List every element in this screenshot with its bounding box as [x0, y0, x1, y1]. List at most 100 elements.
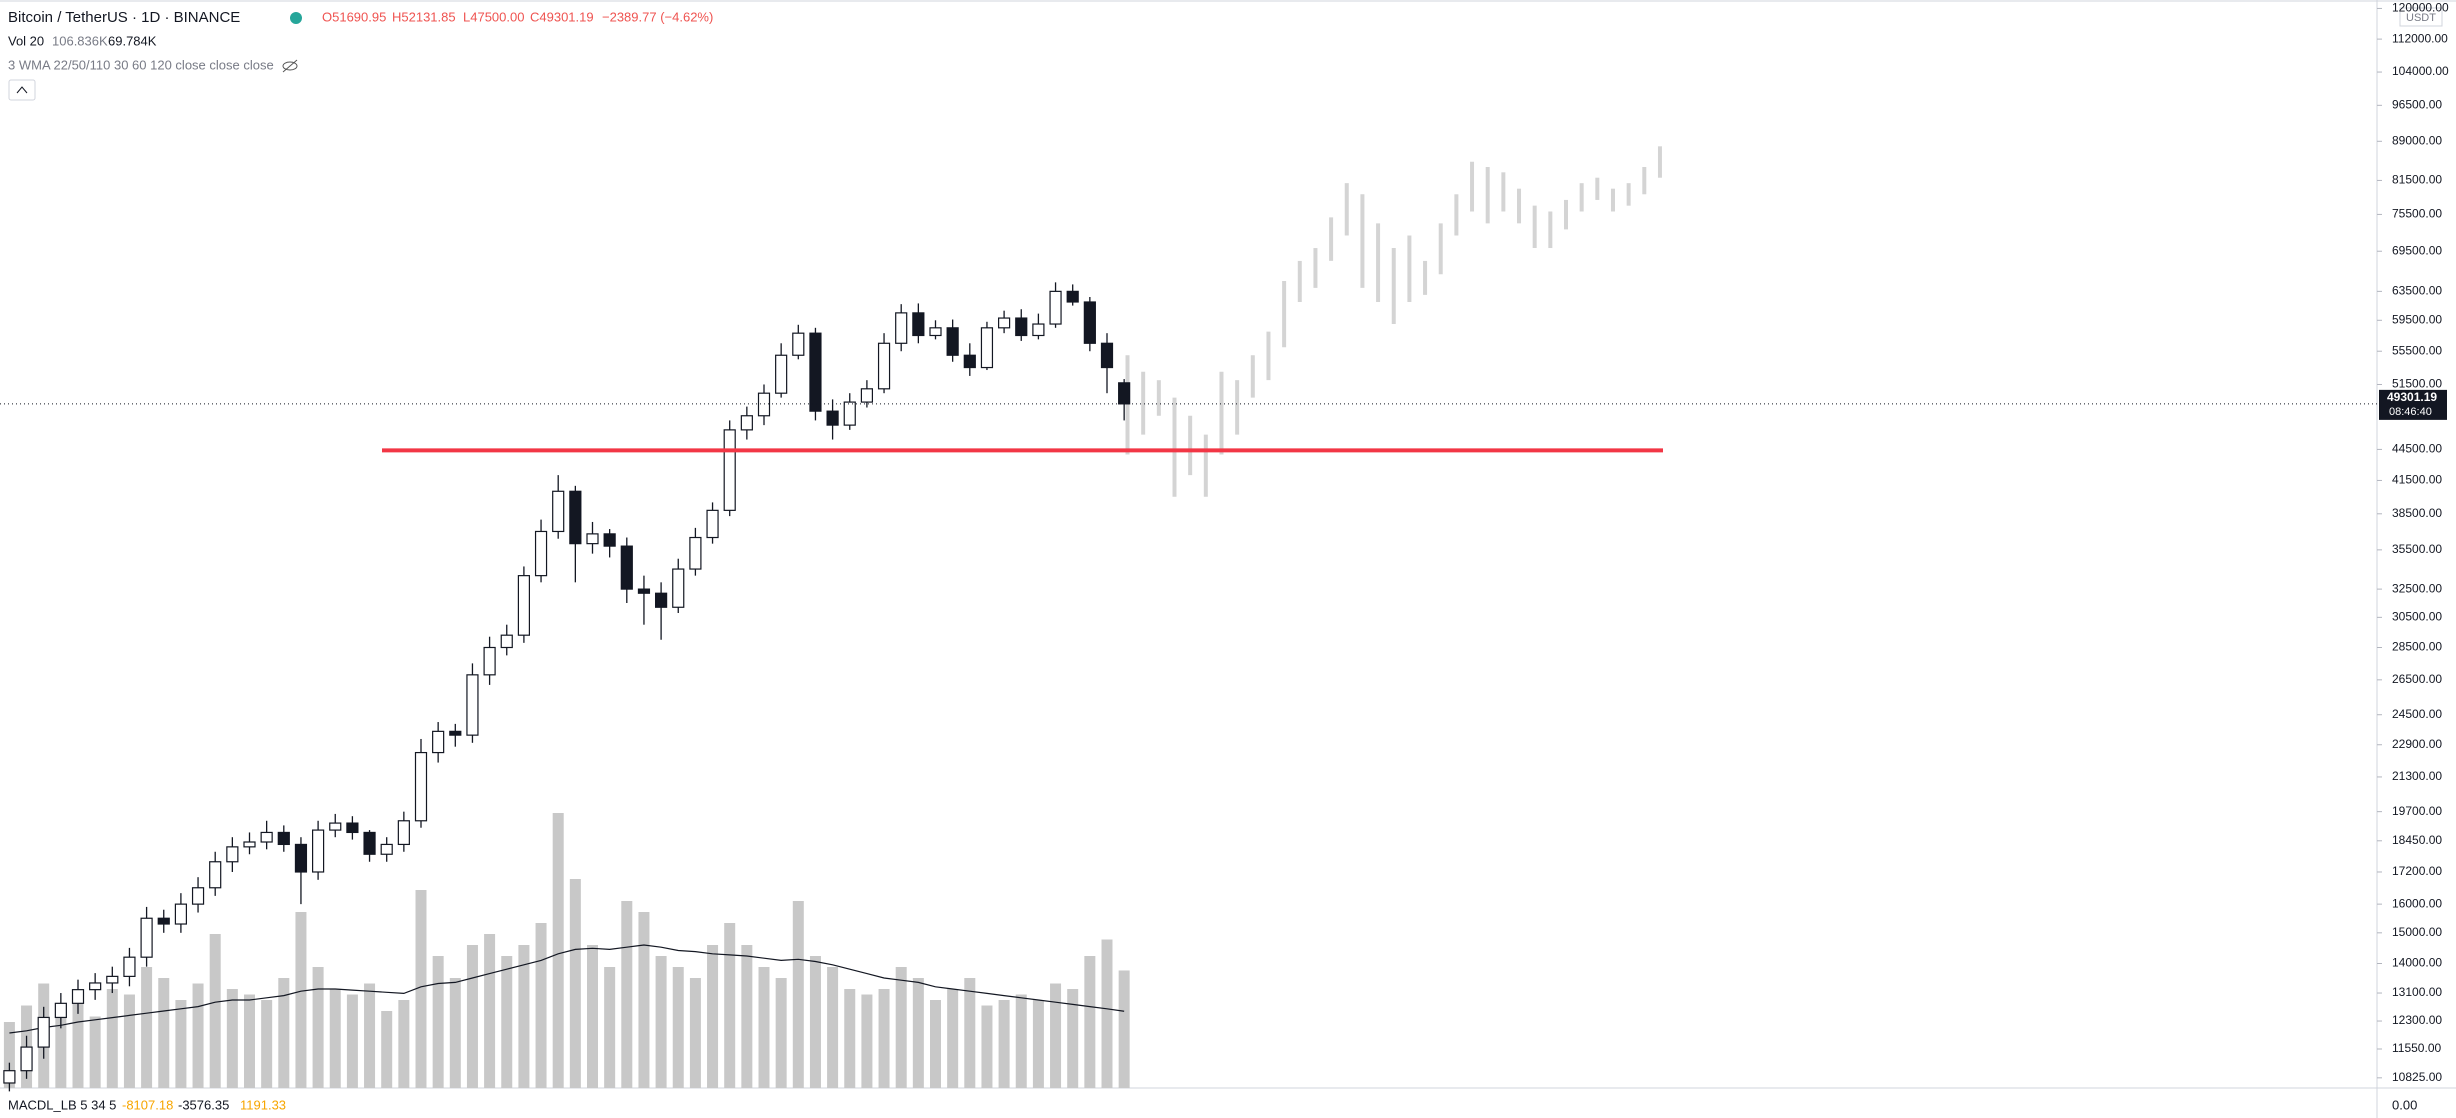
candle-body	[946, 327, 959, 356]
y-tick-label: 26500.00	[2392, 672, 2442, 686]
y-tick-label: 75500.00	[2392, 207, 2442, 221]
y-tick-label: 104000.00	[2392, 64, 2449, 78]
volume-bar	[381, 1011, 393, 1088]
candle-body	[1083, 301, 1096, 344]
y-tick-label: 16000.00	[2392, 896, 2442, 910]
volume-bar	[449, 978, 461, 1088]
candle-body	[1032, 323, 1045, 337]
candle-body	[209, 861, 222, 889]
ohlc-high: H52131.85	[392, 9, 456, 24]
y-tick-label: 69500.00	[2392, 243, 2442, 257]
ohlc-close: C49301.19	[530, 9, 594, 24]
volume-bar	[621, 901, 633, 1088]
volume-bar	[964, 978, 976, 1088]
y-tick-label: 11550.00	[2392, 1041, 2441, 1055]
candle-body	[877, 342, 891, 390]
symbol-title[interactable]: Bitcoin / TetherUS · 1D · BINANCE	[8, 9, 240, 26]
volume-bar	[758, 967, 770, 1088]
candle-body	[3, 1070, 16, 1084]
volume-bar	[158, 978, 170, 1088]
candle-body	[775, 354, 788, 394]
candle-body	[826, 410, 839, 426]
volume-bar	[1015, 994, 1027, 1088]
candle-body	[243, 841, 256, 848]
volume-bar	[484, 934, 496, 1088]
y-tick-label: 12300.00	[2392, 1013, 2442, 1027]
candle-body	[689, 536, 702, 570]
y-tick-label: 22900.00	[2392, 737, 2442, 751]
last-price-label: 49301.19	[2387, 390, 2437, 404]
volume-bar	[55, 1011, 67, 1088]
volume-bar	[707, 945, 719, 1088]
candle-body	[740, 415, 753, 431]
volume-bar	[981, 1005, 993, 1088]
candle-body	[963, 354, 976, 369]
volume-bar	[141, 967, 153, 1088]
volume-bar	[106, 989, 118, 1088]
candle-body	[346, 822, 359, 834]
candle-body	[1015, 317, 1028, 337]
candle-body	[1049, 290, 1062, 325]
volume-bar	[1101, 939, 1113, 1088]
collapse-button[interactable]	[8, 79, 36, 101]
y-tick-label: 10825.00	[2392, 1070, 2442, 1084]
hide-icon[interactable]	[282, 59, 298, 73]
candle-body	[654, 592, 668, 608]
volume-legend[interactable]: Vol 20	[8, 33, 44, 48]
volume-bar	[930, 1000, 941, 1088]
volume-bar	[432, 956, 444, 1088]
volume-bar	[226, 989, 238, 1088]
volume-bar	[175, 1000, 187, 1088]
volume-bar	[278, 978, 290, 1088]
y-tick-label: 55500.00	[2392, 343, 2442, 357]
volume-bar	[552, 813, 564, 1088]
volume-bar	[89, 1016, 101, 1088]
candle-body	[174, 903, 187, 925]
candle-body	[71, 989, 85, 1004]
y-tick-label: 120000.00	[2392, 1, 2449, 15]
candle-body	[809, 332, 822, 412]
volume-bar	[398, 1000, 410, 1088]
wma-legend[interactable]: 3 WMA 22/50/110 30 60 120 close close cl…	[8, 57, 274, 72]
candle-body	[483, 646, 496, 676]
y-tick-label: 32500.00	[2392, 581, 2442, 595]
candle-body	[363, 831, 376, 855]
currency-label: USDT	[2406, 12, 2436, 24]
candle-body	[792, 332, 805, 356]
volume-bar	[192, 983, 204, 1088]
candle-body	[912, 312, 925, 337]
volume-bar	[878, 989, 890, 1088]
volume-bar	[672, 967, 684, 1088]
y-tick-label: 28500.00	[2392, 640, 2442, 654]
volume-bar	[827, 967, 839, 1088]
candle-body	[672, 568, 685, 608]
volume-bar	[346, 994, 358, 1088]
volume-bar	[501, 956, 513, 1088]
volume-bar	[518, 945, 530, 1088]
volume-bar	[329, 989, 341, 1088]
candle-body	[552, 490, 565, 533]
ohlc: O51690.95 H52131.85 L47500.00 C49301.19 …	[322, 9, 713, 24]
y-tick-label: 96500.00	[2392, 97, 2442, 111]
volume-bar	[312, 967, 324, 1088]
y-tick-label: 21300.00	[2392, 769, 2442, 783]
volume-bar	[364, 983, 376, 1088]
volume-bar	[72, 1000, 84, 1088]
candle-body	[449, 730, 462, 736]
macd-hist: 1191.33	[240, 1097, 286, 1112]
y-tick-label: 18450.00	[2392, 833, 2442, 847]
y-tick-label: 35500.00	[2392, 542, 2442, 556]
volume-bar	[998, 1000, 1010, 1088]
candle-body	[123, 956, 136, 977]
candle-body	[500, 634, 513, 649]
y-tick-label: 81500.00	[2392, 173, 2442, 187]
candle-body	[997, 317, 1011, 329]
macd-legend[interactable]: MACDL_LB 5 34 5	[8, 1097, 116, 1112]
candle-body	[706, 509, 719, 539]
market-status	[290, 12, 302, 24]
candle-body	[620, 545, 633, 590]
ohlc-low: L47500.00	[463, 9, 524, 24]
volume-bar	[655, 956, 667, 1088]
